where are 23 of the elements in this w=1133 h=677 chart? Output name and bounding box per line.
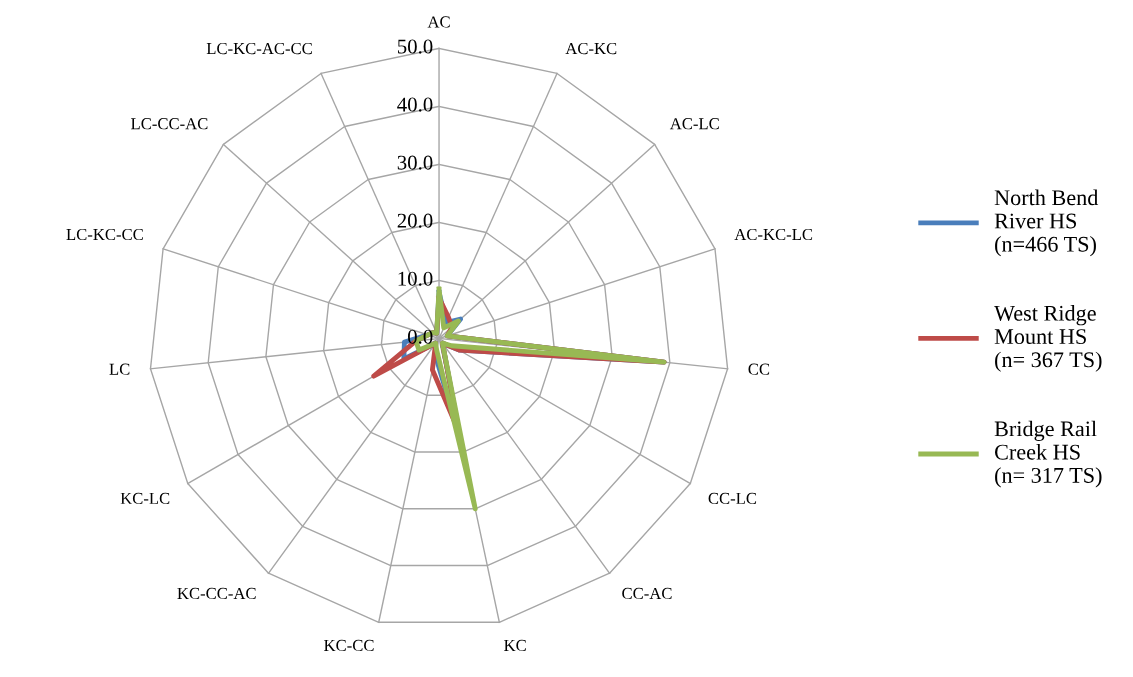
y-tick-label: 10.0 [398,271,433,286]
spoke-label: AC-KC [565,42,617,55]
spoke-label: KC [504,639,526,652]
spoke-label: LC-CC-AC [131,118,208,130]
spoke-label: KC-LC [120,492,170,504]
spoke-label: AC-LC [669,118,719,130]
spoke-label: AC-KC-LC [734,228,813,241]
legend-label: North Bend River HS (n=466 TS) [994,189,1099,257]
y-tick-label: 30.0 [397,155,433,170]
spoke-label: AC [427,16,450,28]
y-tick-label: 40.0 [397,97,433,112]
spoke-label: KC-CC-AC [177,587,256,600]
spoke-label: LC [109,363,130,375]
spoke-label: LC-KC-AC-CC [206,42,312,55]
spoke-label: KC-CC [324,639,374,652]
y-tick-label: 50.0 [397,39,433,54]
legend-label: Bridge Rail Creek HS (n= 317 TS) [994,420,1102,488]
legend-label: West Ridge Mount HS (n= 367 TS) [994,305,1102,372]
spoke-label: LC-KC-CC [66,228,143,241]
spoke-label: CC-AC [622,587,672,600]
spoke-label: CC [748,363,770,375]
spoke-label: CC-LC [708,492,757,504]
y-tick-label: 20.0 [397,213,433,228]
